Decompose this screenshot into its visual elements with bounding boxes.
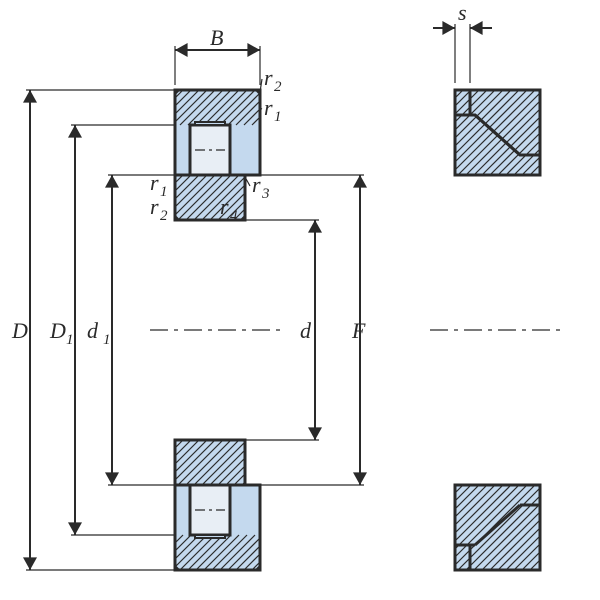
svg-text:s: s: [458, 0, 467, 25]
svg-text:1: 1: [160, 184, 168, 200]
svg-text:1: 1: [274, 109, 282, 125]
svg-text:B: B: [210, 25, 223, 50]
svg-text:D: D: [49, 318, 66, 343]
svg-text:r: r: [264, 65, 273, 90]
svg-text:D: D: [11, 318, 28, 343]
svg-text:1: 1: [103, 332, 111, 348]
svg-text:2: 2: [160, 208, 168, 224]
svg-text:r: r: [150, 170, 159, 195]
svg-text:d: d: [87, 318, 99, 343]
svg-text:r: r: [220, 194, 229, 219]
svg-text:r: r: [150, 194, 159, 219]
svg-text:2: 2: [274, 79, 282, 95]
svg-text:3: 3: [261, 186, 270, 202]
svg-text:r: r: [264, 95, 273, 120]
svg-text:1: 1: [66, 332, 74, 348]
svg-text:d: d: [300, 318, 312, 343]
svg-text:4: 4: [230, 208, 238, 224]
bearing-technical-drawing: BsDD1d1dFr2r1r1r2r3r4: [0, 0, 600, 600]
svg-text:F: F: [351, 318, 366, 343]
svg-text:r: r: [252, 172, 261, 197]
